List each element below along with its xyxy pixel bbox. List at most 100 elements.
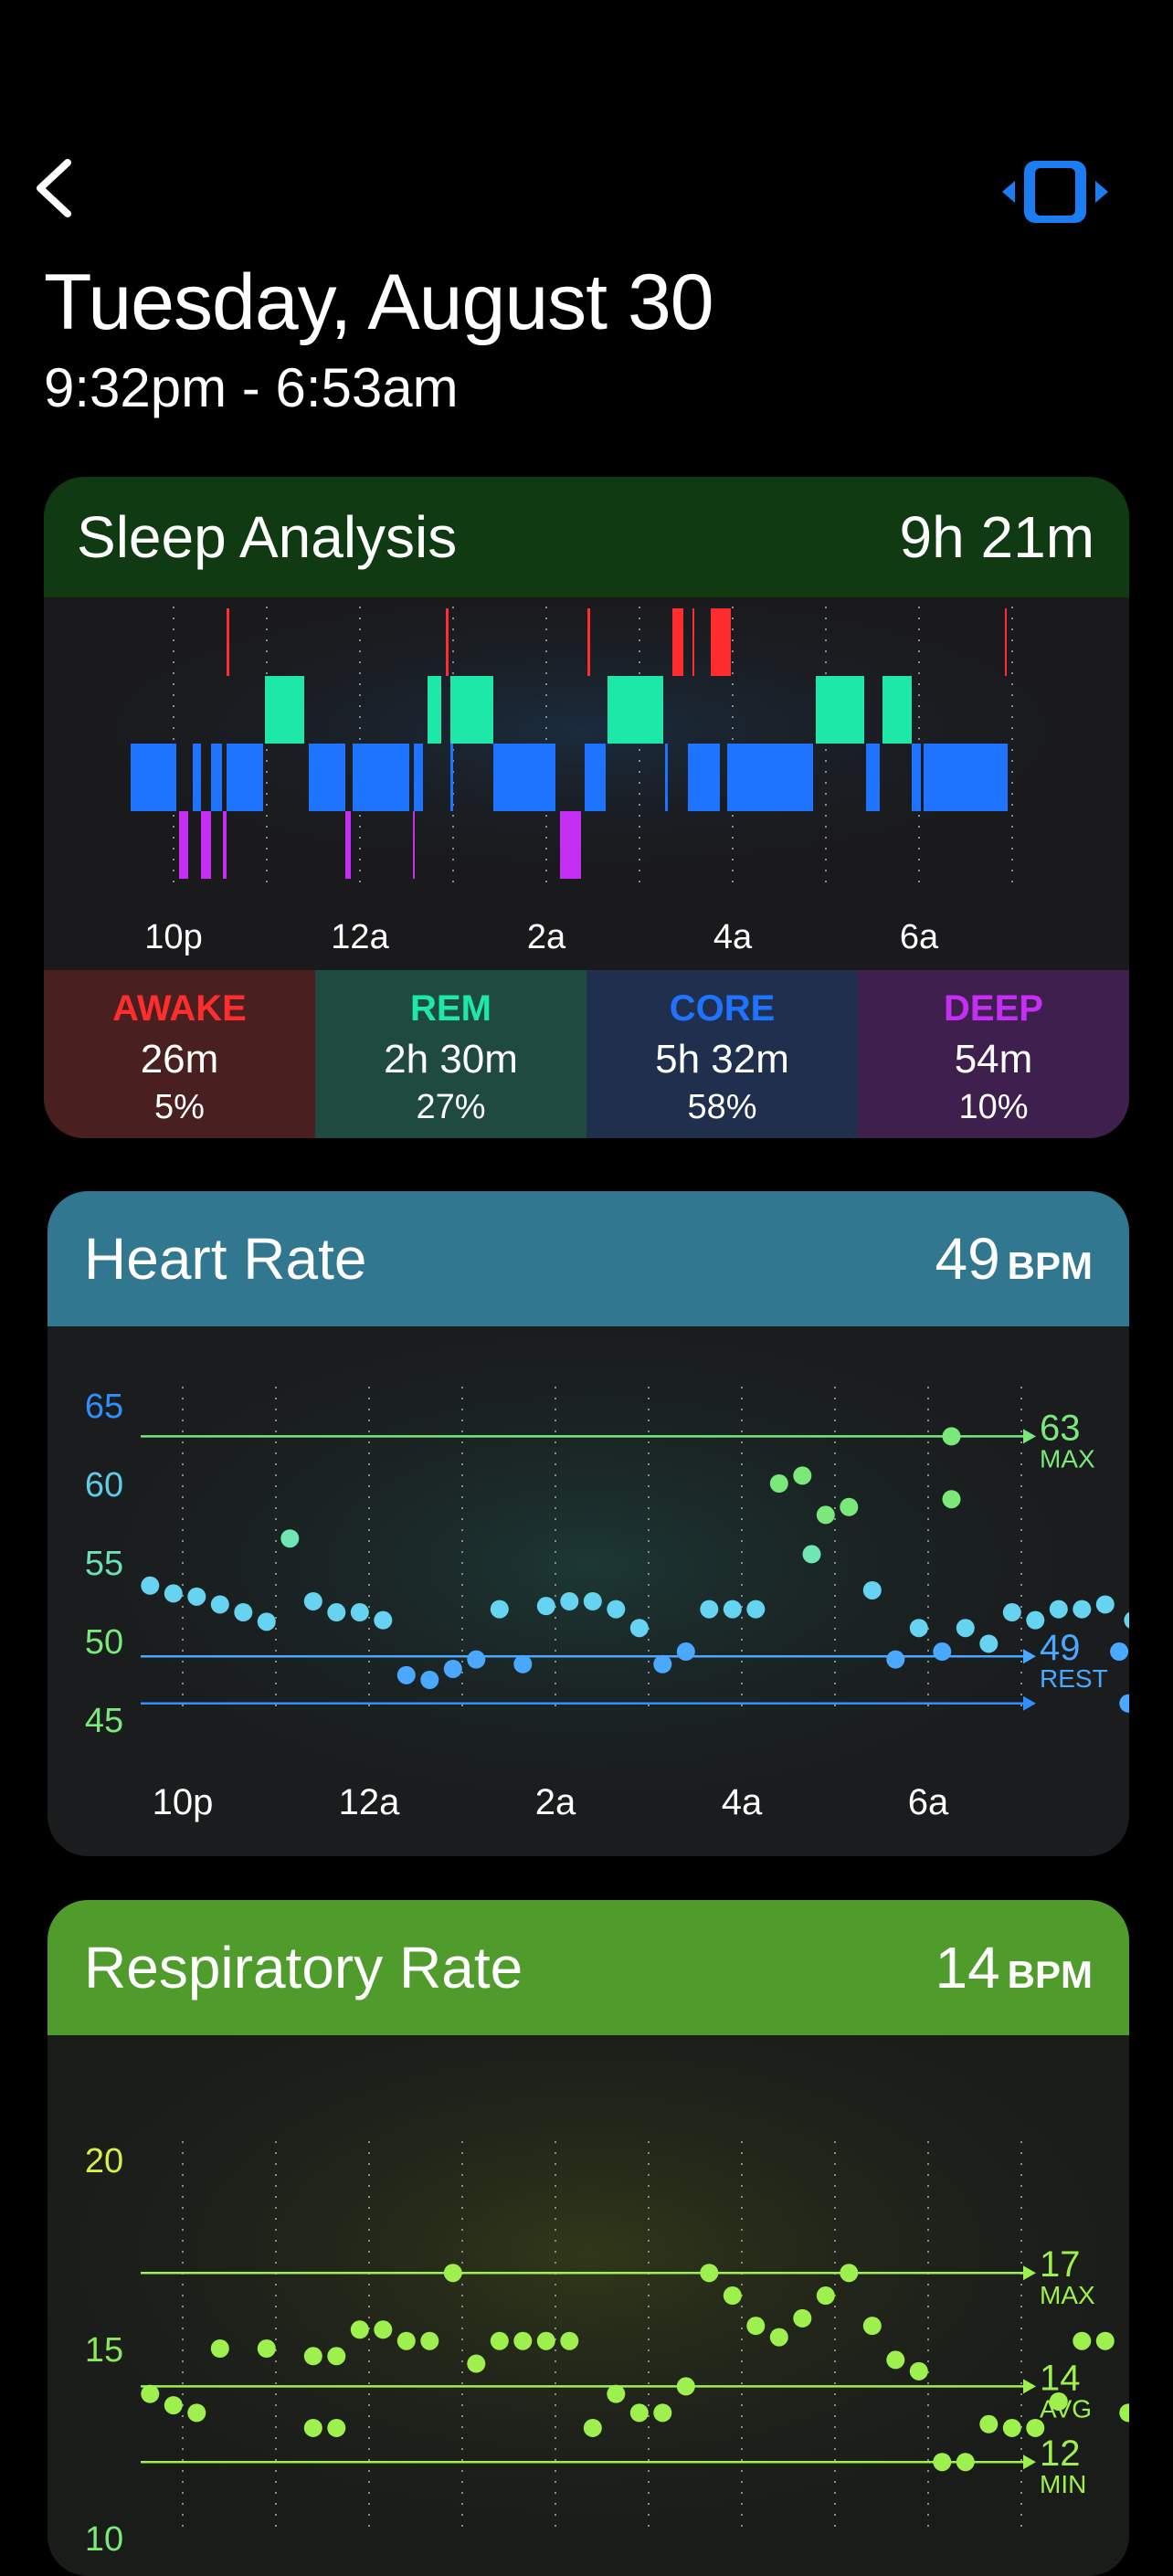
sleep-stage-chart: 10p 12a 2a 4a 6a: [99, 607, 1067, 956]
data-point: [933, 2453, 952, 2472]
rem-segment: [428, 676, 441, 744]
stage-percent: 58%: [687, 1088, 757, 1126]
stage-percent: 27%: [416, 1088, 486, 1126]
data-point: [490, 2331, 509, 2350]
data-point: [723, 1599, 742, 1619]
y-tick-label: 65: [85, 1388, 123, 1426]
data-point: [700, 2264, 719, 2283]
stage-label: AWAKE: [112, 988, 247, 1029]
data-point: [862, 1580, 882, 1599]
rem-segment: [450, 676, 493, 744]
page-title: Tuesday, August 30: [44, 259, 714, 346]
data-point: [802, 1545, 821, 1564]
chevron-left-icon[interactable]: [27, 155, 82, 219]
core-segment: [450, 744, 453, 811]
data-point: [1073, 1599, 1092, 1619]
x-tick-label: 6a: [900, 918, 939, 956]
sleep-stage-summary: AWAKE 26m 5% REM 2h 30m 27% CORE 5h 32m …: [44, 970, 1129, 1138]
arrow-icon: [1023, 2379, 1036, 2394]
deep-segment: [560, 811, 581, 879]
data-point: [396, 1665, 416, 1684]
data-point: [1073, 2331, 1092, 2350]
data-point: [793, 2308, 812, 2328]
data-point: [327, 2347, 346, 2366]
max-label: MAX: [1040, 2281, 1095, 2309]
stage-label: REM: [410, 988, 491, 1029]
data-point: [1049, 1599, 1068, 1619]
respiratory-rate-unit: BPM: [1007, 1953, 1093, 1996]
min-value: 12: [1040, 2433, 1081, 2474]
respiratory-rate-card[interactable]: Respiratory Rate 14 BPM 10 15 20 17 MAX 14 AVG 1…: [48, 1900, 1129, 2576]
rem-segment: [882, 676, 912, 744]
stage-percent: 10%: [958, 1088, 1029, 1126]
data-point: [793, 1466, 812, 1485]
data-point: [234, 1603, 253, 1622]
respiratory-rate-header: Respiratory Rate 14 BPM: [48, 1900, 1129, 2035]
rest-label: REST: [1040, 1664, 1108, 1693]
data-point: [513, 2331, 533, 2350]
respiratory-rate-title: Respiratory Rate: [84, 1935, 523, 2001]
core-segment: [211, 744, 222, 811]
awake-segment: [711, 608, 731, 676]
y-tick-label: 45: [85, 1702, 123, 1740]
data-point: [816, 2286, 835, 2306]
data-point: [536, 2331, 555, 2350]
data-point: [629, 2403, 649, 2423]
stage-duration: 2h 30m: [384, 1037, 518, 1082]
data-point: [303, 2418, 322, 2437]
data-point: [513, 1654, 533, 1673]
data-point: [933, 1642, 952, 1662]
y-tick-label: 20: [85, 2142, 123, 2180]
heart-rate-header: Heart Rate 49 BPM: [48, 1191, 1129, 1326]
awake-segment: [446, 608, 449, 676]
data-point: [840, 1497, 859, 1516]
data-point: [1002, 2418, 1021, 2437]
data-point: [374, 1610, 393, 1630]
data-point: [607, 2384, 626, 2403]
data-point: [583, 2418, 602, 2437]
deep-segment: [201, 811, 211, 879]
x-tick-label: 2a: [527, 918, 566, 956]
data-point: [942, 1490, 961, 1509]
heart-rate-number: 49: [935, 1226, 1000, 1292]
sleep-card-title: Sleep Analysis: [77, 504, 458, 570]
stage-duration: 54m: [954, 1037, 1033, 1082]
x-tick-label: 2a: [535, 1782, 576, 1822]
arrow-icon: [1023, 1649, 1036, 1664]
data-point: [303, 1592, 322, 1610]
y-tick-label: 55: [85, 1545, 123, 1583]
heart-rate-unit: BPM: [1007, 1244, 1093, 1287]
respiratory-rate-number: 14: [935, 1935, 1000, 2001]
y-tick-label: 50: [85, 1623, 123, 1662]
data-point: [467, 1650, 486, 1669]
watch-vibrate-icon[interactable]: [1000, 157, 1110, 227]
data-point: [420, 2331, 439, 2350]
data-point: [1049, 2391, 1068, 2411]
sleep-analysis-card[interactable]: Sleep Analysis 9h 21m 10p 12a 2a 4a 6a AWAKE…: [44, 477, 1129, 1138]
data-point: [374, 2320, 393, 2339]
heart-rate-card[interactable]: Heart Rate 49 BPM 45 50 55 60 65 63 MAX 49 REST 10…: [48, 1191, 1129, 1856]
stage-label: CORE: [669, 988, 776, 1029]
data-point: [583, 1592, 602, 1610]
data-point: [862, 2317, 882, 2336]
core-segment: [131, 744, 176, 811]
x-tick-label: 4a: [722, 1782, 763, 1822]
deep-segment: [179, 811, 188, 879]
respiratory-rate-value: 14 BPM: [935, 1934, 1093, 2001]
x-tick-label: 12a: [339, 1782, 400, 1822]
data-point: [350, 2320, 369, 2339]
x-tick-label: 6a: [908, 1782, 949, 1822]
core-segment: [866, 744, 880, 811]
data-point: [942, 1427, 961, 1446]
data-point: [1095, 2331, 1115, 2350]
data-point: [210, 2339, 229, 2358]
data-point: [560, 1592, 579, 1610]
core-segment: [227, 744, 263, 811]
core-segment: [414, 744, 423, 811]
awake-segment: [227, 608, 229, 676]
data-point: [653, 2403, 672, 2423]
core-segment: [193, 744, 201, 811]
core-segment: [493, 744, 555, 811]
data-point: [723, 2286, 742, 2306]
core-segment: [389, 744, 409, 811]
